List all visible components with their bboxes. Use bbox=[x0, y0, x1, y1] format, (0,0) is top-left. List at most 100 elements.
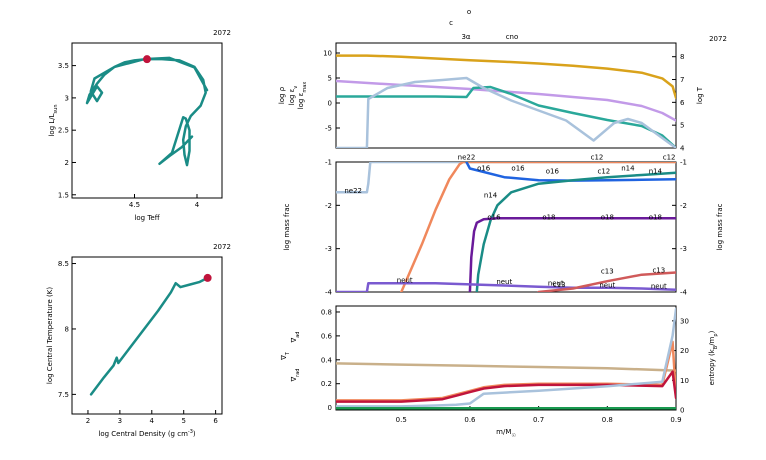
rhot-xtick-label: 4 bbox=[150, 417, 155, 425]
hr-ytick-label: 3.5 bbox=[58, 62, 69, 70]
profile-ytick-label: -5 bbox=[325, 125, 332, 133]
grad-xtick-label: 0.8 bbox=[602, 416, 613, 424]
abund-label-o18: o18 bbox=[542, 214, 555, 222]
grad-xtick-label: 0.9 bbox=[670, 416, 681, 424]
abund-label-o16: o16 bbox=[477, 165, 491, 173]
abund-label-o16: o16 bbox=[511, 165, 525, 173]
abund-ytick-label: -1 bbox=[325, 159, 332, 167]
abund-label-c12: c12 bbox=[597, 168, 610, 176]
abund-label-neut: neut bbox=[548, 280, 564, 288]
abund-label-n14: n14 bbox=[484, 192, 498, 200]
rhot-ytick-label: 8.5 bbox=[58, 260, 69, 268]
abund-label-o18: o18 bbox=[649, 214, 662, 222]
grad-ylabel-left: ∇T bbox=[280, 351, 291, 361]
abund-line-c12 bbox=[465, 162, 676, 182]
hr-ytick-label: 1.5 bbox=[58, 191, 69, 199]
hr-xtick-label: 4.5 bbox=[129, 201, 140, 209]
abund-label-c12: c12 bbox=[663, 153, 676, 161]
rhot-ytick-label: 8 bbox=[65, 325, 69, 333]
grad-ytick-label: 0 bbox=[328, 404, 332, 412]
profile-series-line bbox=[336, 76, 676, 148]
rhot-xlabel: log Central Density (g cm-3) bbox=[98, 429, 196, 438]
profile-ytick-label: 0 bbox=[328, 100, 332, 108]
profile-model-number: 2072 bbox=[709, 35, 727, 43]
abund-label-o16: o16 bbox=[487, 214, 501, 222]
abund-frame bbox=[335, 161, 677, 293]
grad-ylabel-left: ∇rad bbox=[290, 369, 301, 383]
abund-label-n14: n14 bbox=[649, 168, 663, 176]
abund-line-o16 bbox=[400, 162, 676, 292]
rhot-model-number: 2072 bbox=[213, 243, 231, 251]
grad-frame bbox=[335, 305, 677, 411]
grad-y2tick-label: 30 bbox=[680, 317, 689, 325]
abund-label-c13: c13 bbox=[652, 267, 665, 275]
grad-series-group bbox=[336, 307, 676, 410]
profile-ylabel-left: log εmax bbox=[297, 82, 308, 110]
abund-label-neut: neut bbox=[599, 282, 615, 290]
hr-diagram: 2072 4.5 4 1.5 2 2.5 3 3.5 log Teff log L/Lsun bbox=[48, 29, 231, 222]
abund-ytick-label: -3 bbox=[325, 245, 332, 253]
grad-xtick-label: 0.5 bbox=[396, 416, 407, 424]
rhot-ytick-label: 7.5 bbox=[58, 391, 69, 399]
grad-ytick-label: 0.4 bbox=[321, 356, 333, 364]
top-label-cno: cno bbox=[506, 33, 519, 41]
hr-current-marker bbox=[143, 55, 151, 64]
profile-y2tick-label: 6 bbox=[680, 99, 685, 107]
profile-series-line bbox=[336, 85, 676, 148]
abund-line-c13 bbox=[537, 271, 676, 292]
grad-ytick-label: 0.2 bbox=[321, 380, 332, 388]
profile-ytick-label: 5 bbox=[328, 75, 332, 83]
abund-line-neut bbox=[336, 282, 676, 292]
grad-y2tick-label: 10 bbox=[680, 377, 689, 385]
abund-label-neut: neut bbox=[397, 276, 413, 284]
abund-line-n14 bbox=[475, 171, 676, 292]
grad-xtick-label: 0.6 bbox=[464, 416, 476, 424]
abund-series-group bbox=[336, 162, 676, 292]
rhot-current-marker bbox=[203, 273, 212, 282]
hr-model-number: 2072 bbox=[213, 29, 231, 37]
abund-ytick-label-right: -1 bbox=[680, 159, 687, 167]
rhot-track bbox=[89, 276, 209, 396]
grad-y2tick-label: 20 bbox=[680, 347, 689, 355]
hr-ylabel: log L/Lsun bbox=[48, 104, 59, 136]
grad-series-line bbox=[336, 370, 676, 403]
rhot-xtick-label: 5 bbox=[181, 417, 185, 425]
hr-ytick-label: 2.5 bbox=[58, 127, 69, 135]
hr-xlabel: log Teff bbox=[134, 214, 159, 222]
abund-line-ne22 bbox=[336, 162, 676, 194]
abund-label-neut: neut bbox=[496, 278, 512, 286]
top-label-c: c bbox=[449, 19, 453, 27]
abund-label-o18: o18 bbox=[601, 214, 614, 222]
grad-ylabel-left: ∇ad bbox=[290, 332, 301, 344]
profile-series-line bbox=[336, 54, 676, 100]
profile-y2tick-label: 8 bbox=[680, 53, 684, 61]
profile-ylabel-left: log εν bbox=[288, 86, 299, 106]
grad-series-line bbox=[336, 362, 676, 372]
profile-ylabel-right: log T bbox=[696, 86, 704, 104]
abund-label-c13: c13 bbox=[601, 267, 614, 275]
abund-ytick-label-right: -4 bbox=[680, 289, 688, 297]
profile-ylabel-left: log ρ bbox=[278, 86, 286, 104]
profile-series-group bbox=[336, 54, 676, 148]
grad-ytick-label: 0.6 bbox=[321, 332, 333, 340]
rhot-xtick-label: 2 bbox=[86, 417, 90, 425]
grad-y2tick-label: 0 bbox=[680, 407, 684, 415]
abund-ytick-label-right: -2 bbox=[680, 202, 687, 210]
top-label-o: o bbox=[467, 8, 471, 16]
abund-label-ne22: ne22 bbox=[458, 153, 476, 161]
abund-ylabel-left: log mass frac bbox=[283, 203, 291, 250]
abund-label-neut: neut bbox=[651, 283, 667, 291]
abund-label-ne22: ne22 bbox=[344, 187, 362, 195]
rhot-frame bbox=[71, 256, 223, 415]
abund-label-c13: c13 bbox=[553, 281, 566, 289]
central-density-temperature-plot: 2072 2 3 4 5 6 7.5 8 8.5 log Central Density (g c… bbox=[46, 243, 231, 438]
hr-ytick-label: 2 bbox=[65, 159, 69, 167]
grad-ytick-label: 0.8 bbox=[321, 308, 332, 316]
abund-label-o16: o16 bbox=[546, 168, 560, 176]
hr-track bbox=[85, 56, 209, 167]
abund-ytick-label-right: -3 bbox=[680, 245, 687, 253]
abund-line-o18 bbox=[468, 217, 676, 292]
hr-xtick-label: 4 bbox=[195, 201, 200, 209]
